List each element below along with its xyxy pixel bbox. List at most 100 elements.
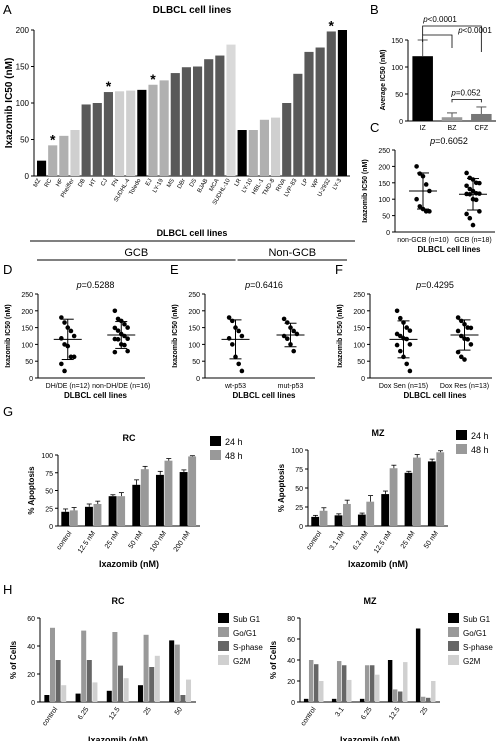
panel-g-mz-y-tick-label: 50: [295, 486, 303, 493]
panel-e-y-tick-label: 250: [188, 292, 200, 299]
panel-g-mz-bar: [389, 468, 398, 526]
panel-a-y-tick-label: 150: [16, 63, 30, 72]
panel-f-data-point: [455, 315, 461, 320]
panel-a-bar: [204, 59, 214, 177]
panel-h-mz-bar: [364, 665, 370, 702]
panel-a-bar: [137, 89, 147, 176]
panel-h-mz-y-tick-label: 80: [287, 616, 295, 623]
panel-a-bar: [326, 31, 336, 177]
panel-g-rc-x-tick-label: control: [56, 530, 74, 552]
panel-a-y-tick-label: 100: [16, 99, 30, 108]
panel-a-bar: [293, 73, 303, 176]
panel-a-x-tick-label: HT: [89, 178, 98, 188]
panel-g-rc-bar: [93, 503, 102, 526]
panel-a-x-tick-label: RC: [44, 177, 54, 188]
panel-e-data-point: [226, 336, 232, 341]
panel-f-p-value: p=0.4295: [415, 280, 454, 290]
panel-f-data-point: [462, 357, 467, 362]
panel-g-rc-bar: [117, 496, 126, 526]
panel-h-mz-legend-label: S-phase: [463, 643, 493, 652]
panel-a-bar: [315, 47, 325, 176]
panel-f-data-point: [394, 308, 400, 314]
panel-a-bar: [103, 92, 113, 176]
panel-e-data-point: [281, 316, 287, 322]
panel-letter-a: A: [3, 2, 12, 17]
panel-c-data-point: [467, 215, 473, 221]
panel-a-bar: [170, 73, 180, 176]
panel-d-data-point: [112, 325, 118, 331]
panel-g-mz-legend-label: 24 h: [471, 431, 489, 441]
panel-a-y-label: Ixazomib IC50 (nM): [4, 58, 15, 149]
panel-h-mz-bar: [314, 664, 319, 702]
panel-e-data-point: [230, 318, 235, 324]
panel-d-y-tick-label: 0: [29, 376, 33, 383]
panel-h-rc-bar: [143, 634, 149, 702]
panel-g-mz-y-tick-label: 100: [291, 448, 303, 455]
panel-h-mz-x-tick-label: 25: [419, 706, 429, 716]
panel-h-mz-x-tick-label: 3.1: [334, 706, 345, 718]
panel-e-y-tick-label: 50: [192, 359, 200, 366]
panel-a-bar: [148, 84, 158, 176]
panel-f-data-point: [468, 325, 474, 331]
panel-b-p-value: p=0.052: [450, 88, 481, 97]
panel-e-data-point: [230, 342, 235, 347]
panel-c-group-label: GCB (n=18): [454, 237, 492, 244]
panel-g-mz-x-tick-label: 3.1 nM: [329, 530, 347, 552]
panel-h-rc-bar: [112, 632, 118, 702]
panel-f-data-point: [455, 349, 461, 355]
panel-c-data-point: [473, 197, 479, 203]
panel-c-group-label: non-GCB (n=10): [397, 237, 449, 244]
panel-e-data-point: [294, 331, 300, 337]
panel-h-mz-bar: [415, 628, 421, 702]
panel-h-rc-legend-swatch: [218, 641, 229, 651]
panel-h-rc-bar: [137, 685, 143, 702]
panel-h-rc-y-tick-label: 0: [31, 700, 35, 707]
panel-d-data-point: [71, 354, 77, 360]
panel-a-x-tick-label: FN: [111, 178, 120, 188]
panel-d-data-point: [62, 368, 67, 374]
panel-g-rc-bar: [155, 474, 164, 526]
panel-g-mz-apoptosis-chart: MZ 0 25 50 75 100 % Apoptosis control 3.1 nM 6.2 …: [277, 428, 489, 569]
panel-g-rc-legend-swatch: [210, 436, 221, 446]
panel-c-y-tick-label: 100: [378, 197, 390, 204]
panel-a-group-label: Non-GCB: [268, 247, 316, 259]
panel-e-x-label: DLBCL cell lines: [233, 391, 297, 400]
panel-g-mz-legend-swatch: [456, 430, 467, 440]
panel-h-mz-bar: [308, 660, 314, 702]
panel-h-mz-bar: [303, 698, 309, 702]
panel-h-rc-legend-label: S-phase: [233, 643, 263, 652]
panel-b-y-tick-label: 50: [395, 92, 403, 99]
panel-e-y-label: Ixazomib IC50 (nM): [172, 304, 179, 367]
panel-e-y-tick-label: 0: [196, 376, 200, 383]
panel-g-mz-x-tick-label: 25 nM: [400, 530, 417, 550]
panel-a-bar: [271, 117, 281, 176]
panel-b-y-tick-label: 150: [391, 38, 403, 45]
panel-h-mz-bar: [403, 662, 408, 702]
panel-c-data-point: [423, 209, 429, 214]
panel-f-data-point: [398, 333, 403, 339]
panel-a-significance-star: *: [329, 17, 335, 33]
panel-h-rc-legend-swatch: [218, 655, 229, 665]
panel-h-rc-bar: [92, 682, 98, 702]
panel-f-data-point: [404, 325, 410, 330]
panel-a-ic50-bar-chart: DLBCL cell lines 0 50 100 150 200 Ixazomib IC5…: [4, 5, 355, 261]
panel-b-bar: [412, 56, 433, 122]
panel-a-significance-star: *: [106, 78, 112, 94]
panel-c-gcb-scatter: 0 50 100 150 200 250 Ixazomib IC50 (nM) p=0.605…: [362, 136, 495, 254]
panel-letter-e: E: [170, 262, 179, 277]
panel-e-data-point: [291, 348, 297, 354]
panel-a-bar: [181, 67, 191, 176]
panel-g-mz-legend-label: 48 h: [471, 445, 489, 455]
panel-a-bar: [70, 130, 80, 176]
panel-a-bar: [126, 90, 136, 176]
panel-h-mz-cell-cycle-chart: MZ 0 20 40 60 80 % of Cells control 3.1 6.25 12.5 2…: [269, 596, 493, 741]
panel-f-data-point: [459, 354, 464, 360]
panel-a-x-tick-label: MZ: [33, 178, 43, 189]
panel-h-mz-x-tick-label: 12.5: [388, 706, 402, 721]
panel-a-x-tick-label: TMD-8: [262, 177, 277, 196]
panel-g-mz-bar: [427, 461, 436, 526]
panel-h-rc-y-tick-label: 40: [27, 644, 35, 651]
panel-a-x-tick-label: Toledo: [129, 177, 143, 196]
panel-g-rc-bar: [164, 460, 173, 526]
